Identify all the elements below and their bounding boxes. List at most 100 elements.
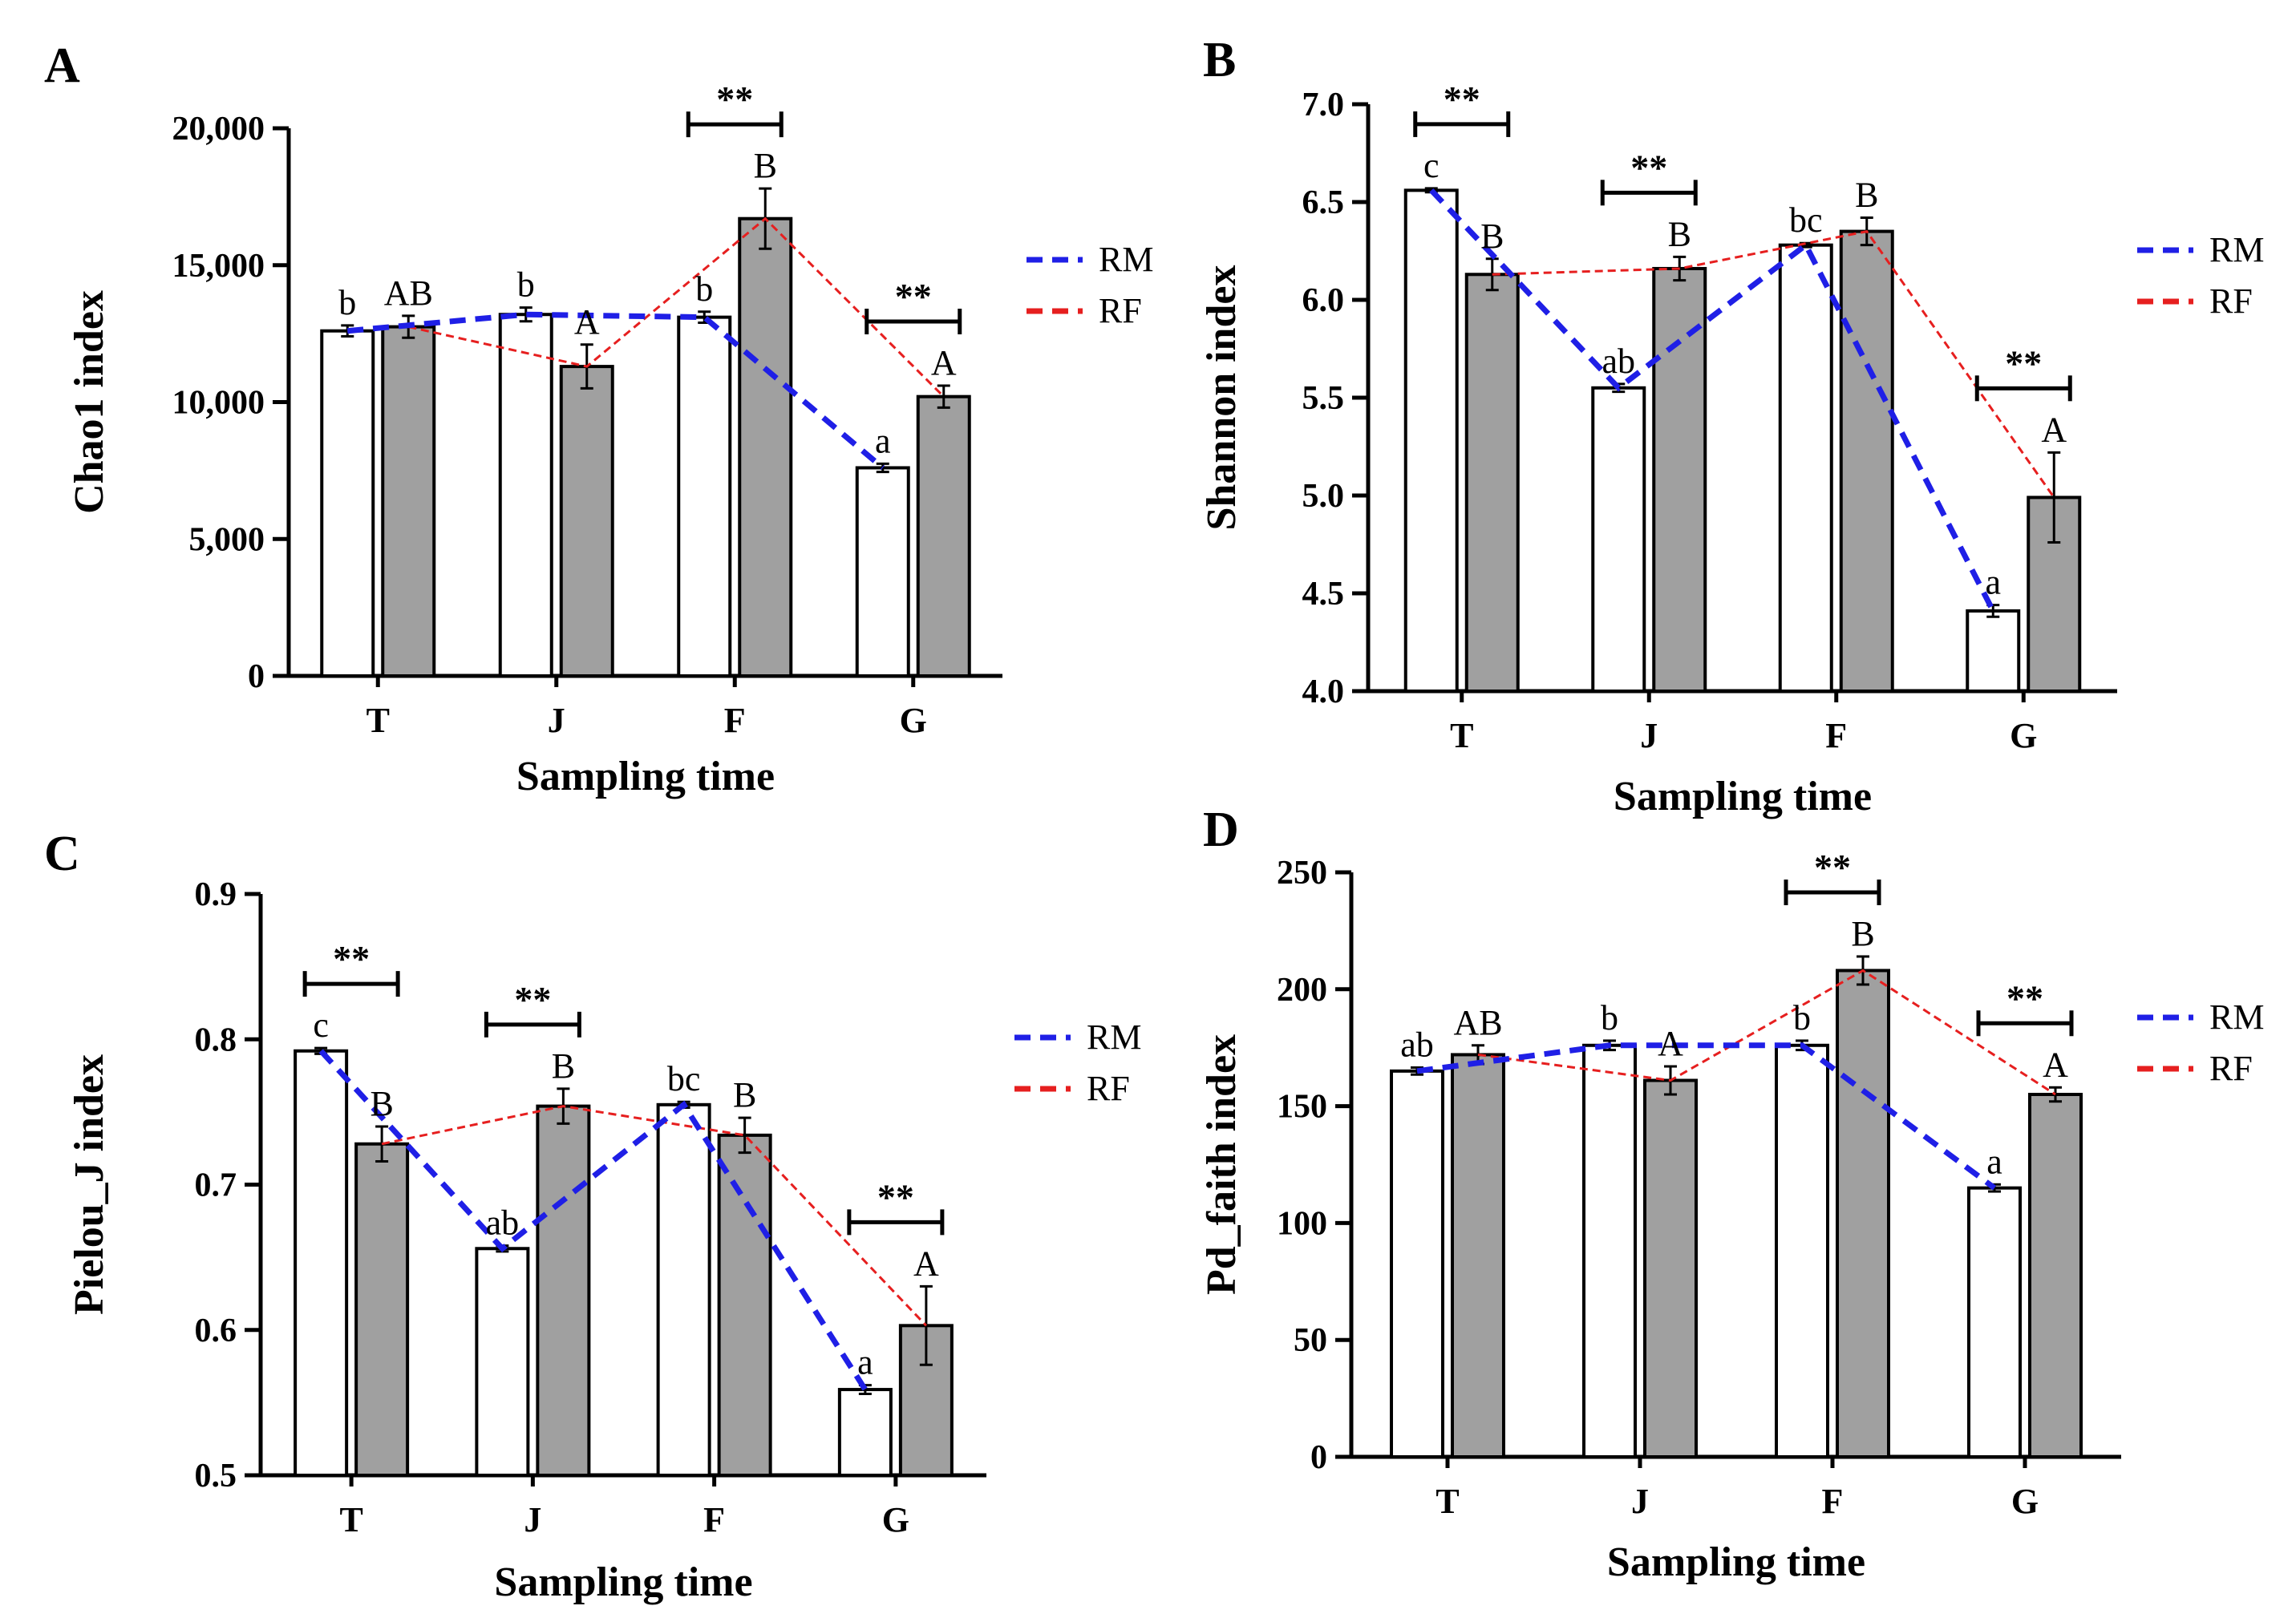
bar-rf <box>1451 1053 1505 1458</box>
bar-rm <box>1403 188 1459 694</box>
y-tick-label: 20,000 <box>172 111 265 148</box>
y-tick-label: 0.9 <box>195 876 237 913</box>
bar-rf <box>2028 1093 2083 1459</box>
x-tick-label: G <box>882 1500 909 1539</box>
bar-rf <box>536 1104 591 1477</box>
bar-rm <box>1775 1043 1829 1459</box>
significance-letter: a <box>1986 1142 2002 1181</box>
significance-letter: bc <box>1789 200 1823 240</box>
y-tick-label: 5,000 <box>189 521 265 558</box>
x-tick-label: T <box>1450 716 1473 755</box>
significance-letter: B <box>733 1075 756 1114</box>
y-axis-title: Chao1 index <box>67 290 112 514</box>
x-tick-label: G <box>2011 1482 2039 1521</box>
bar-rm <box>1967 1186 2022 1459</box>
legend-label-rm: RM <box>1099 240 1153 279</box>
significance-stars: ** <box>716 79 753 119</box>
significance-letter: bc <box>667 1059 701 1098</box>
significance-letter: b <box>338 283 356 322</box>
y-tick-label: 0.7 <box>195 1167 237 1204</box>
x-tick-label: J <box>1631 1482 1649 1521</box>
y-tick-label: 0 <box>1310 1439 1327 1476</box>
significance-letter: B <box>1855 176 1878 215</box>
y-axis-title: Pd_faith index <box>1199 1034 1245 1295</box>
x-tick-label: G <box>2010 716 2037 755</box>
significance-letter: B <box>1480 216 1504 256</box>
significance-letter: B <box>370 1084 393 1123</box>
bar-rm <box>1390 1069 1444 1458</box>
y-tick-label: 7.0 <box>1302 87 1345 123</box>
x-tick-label: T <box>1436 1482 1459 1521</box>
significance-letter: AB <box>1453 1003 1502 1042</box>
bar-rf <box>1836 969 1890 1459</box>
x-tick-label: G <box>900 701 927 740</box>
y-tick-label: 0 <box>248 658 265 695</box>
y-axis-title: Pielou_J index <box>67 1054 112 1315</box>
legend-label-rm: RM <box>2209 997 2264 1037</box>
rm-trend-line <box>318 1049 868 1391</box>
y-tick-label: 200 <box>1277 972 1327 1009</box>
significance-letter: A <box>913 1244 939 1283</box>
y-tick-label: 250 <box>1277 855 1327 892</box>
significance-letter: AB <box>384 273 433 313</box>
bar-rm <box>1582 1043 1637 1459</box>
rf-trend-line <box>407 216 945 398</box>
significance-letter: a <box>1985 563 2001 602</box>
y-tick-label: 150 <box>1277 1089 1327 1126</box>
legend-label-rf: RF <box>1099 291 1142 330</box>
bar-rm <box>475 1247 530 1477</box>
rf-trend-line <box>1492 229 2055 499</box>
y-tick-label: 5.5 <box>1302 380 1345 417</box>
significance-stars: ** <box>1444 79 1480 119</box>
x-axis-title: Sampling time <box>1607 1539 1865 1585</box>
x-tick-label: F <box>724 701 746 740</box>
bar-rm <box>1591 386 1646 693</box>
significance-stars: ** <box>877 1176 914 1217</box>
panel-letter: A <box>44 38 80 93</box>
significance-letter: c <box>1423 146 1440 185</box>
bar-rm <box>656 1102 711 1477</box>
bar-rm <box>1966 609 2021 694</box>
chart-panel-c: C 0.5 0.6 0.7 0.8 0.9 c ab bc a B B B A T J F G ** ** ** Samp… <box>44 827 1141 1605</box>
legend-label-rf: RF <box>2209 1049 2253 1088</box>
x-axis-title: Sampling time <box>1614 774 1872 819</box>
significance-letter: A <box>574 302 600 342</box>
panel-letter: D <box>1203 803 1239 857</box>
x-tick-label: F <box>1825 716 1847 755</box>
significance-stars: ** <box>1814 847 1851 888</box>
significance-letter: b <box>1601 998 1618 1038</box>
bar-rf <box>1464 273 1520 693</box>
legend-label-rf: RF <box>1087 1069 1130 1108</box>
rf-trend-line <box>381 1105 927 1327</box>
y-axis-title: Shannon index <box>1199 265 1245 531</box>
rf-trend-line <box>1477 969 2056 1096</box>
bar-rf <box>1652 266 1707 693</box>
y-tick-label: 6.5 <box>1302 184 1345 221</box>
significance-stars: ** <box>2005 342 2042 383</box>
significance-letter: ab <box>1400 1025 1434 1064</box>
y-tick-label: 15,000 <box>172 248 265 285</box>
legend-label-rf: RF <box>2209 281 2253 321</box>
bar-rf <box>559 365 614 678</box>
significance-stars: ** <box>514 979 551 1020</box>
bar-rm <box>855 466 910 678</box>
significance-letter: a <box>875 421 891 460</box>
significance-letter: A <box>1658 1024 1683 1063</box>
x-tick-label: T <box>366 701 390 740</box>
panel-letter: B <box>1203 33 1236 87</box>
significance-letter: b <box>1793 998 1811 1038</box>
significance-letter: ab <box>1602 342 1635 381</box>
significance-letter: b <box>517 265 535 305</box>
legend-label-rm: RM <box>2209 230 2264 269</box>
bar-rf <box>738 216 793 678</box>
x-axis-title: Sampling time <box>516 754 775 799</box>
significance-letter: ab <box>486 1203 520 1243</box>
x-tick-label: J <box>524 1500 541 1539</box>
x-tick-label: J <box>1640 716 1658 755</box>
significance-letter: A <box>2043 1045 2068 1084</box>
y-tick-label: 6.0 <box>1302 282 1345 319</box>
significance-stars: ** <box>333 938 370 979</box>
significance-letter: b <box>695 269 713 309</box>
